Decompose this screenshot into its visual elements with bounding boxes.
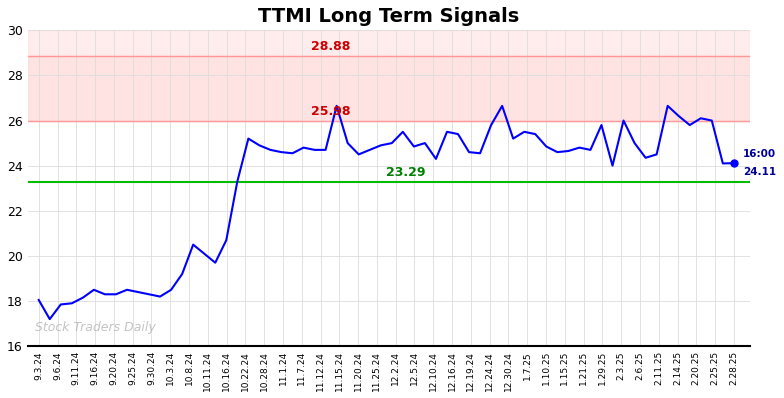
Text: 24.11: 24.11 — [742, 167, 776, 177]
Text: 28.88: 28.88 — [311, 40, 350, 53]
Text: 16:00: 16:00 — [742, 149, 776, 159]
Text: 25.98: 25.98 — [311, 105, 350, 118]
Title: TTMI Long Term Signals: TTMI Long Term Signals — [259, 7, 520, 26]
Text: 23.29: 23.29 — [387, 166, 426, 179]
Bar — [27, 30, 750, 56]
Bar — [27, 56, 750, 121]
Text: Stock Traders Daily: Stock Traders Daily — [35, 320, 156, 334]
